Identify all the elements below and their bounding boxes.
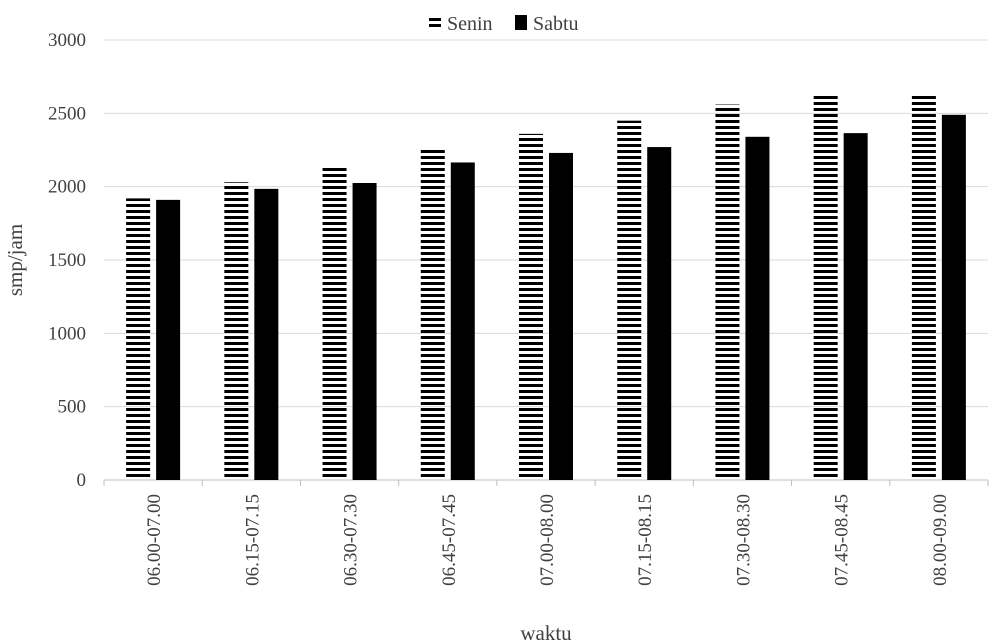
bar-senin xyxy=(322,166,347,480)
bar-sabtu xyxy=(352,183,377,480)
y-tick-label: 3000 xyxy=(48,30,86,51)
bar-sabtu xyxy=(745,136,770,481)
x-tick-label: 06.15-07.15 xyxy=(242,494,263,586)
legend-swatch-sabtu xyxy=(515,15,527,30)
bar-sabtu xyxy=(254,188,279,480)
bar-senin xyxy=(911,94,936,481)
bar-sabtu xyxy=(549,152,573,480)
bar-senin xyxy=(519,133,543,480)
bar-senin xyxy=(126,198,151,480)
bar-senin xyxy=(617,120,642,481)
x-tick-label: 07.00-08.00 xyxy=(537,494,558,586)
y-tick-label: 1000 xyxy=(48,323,86,344)
legend: Senin Sabtu xyxy=(429,13,579,35)
bar-sabtu xyxy=(843,133,868,480)
y-tick-label: 2000 xyxy=(48,177,86,198)
bar-senin xyxy=(224,182,249,480)
x-tick-label: 08.00-09.00 xyxy=(930,494,951,586)
y-tick-label: 1500 xyxy=(48,250,86,271)
legend-swatch-senin xyxy=(429,15,441,30)
x-tick-label: 06.00-07.00 xyxy=(144,494,165,586)
legend-label-sabtu: Sabtu xyxy=(533,13,579,35)
y-tick-label: 2500 xyxy=(48,103,86,124)
y-tick-label: 500 xyxy=(58,397,87,418)
x-axis-title: waktu xyxy=(520,621,572,644)
bar-senin xyxy=(420,150,445,480)
bars xyxy=(126,94,966,481)
y-axis-ticks: 0 500 1000 1500 2000 2500 3000 xyxy=(48,30,86,491)
x-tick-label: 07.15-08.15 xyxy=(635,494,656,586)
bar-senin xyxy=(715,104,740,481)
x-axis-ticks: 06.00-07.00 06.15-07.15 06.30-07.30 06.45-0… xyxy=(103,480,989,586)
x-tick-label: 07.45-08.45 xyxy=(832,494,853,586)
x-tick-label: 06.45-07.45 xyxy=(439,494,460,586)
bar-sabtu xyxy=(647,147,672,481)
x-tick-label: 06.30-07.30 xyxy=(341,494,362,586)
bar-senin xyxy=(813,95,838,480)
bar-sabtu xyxy=(450,162,475,480)
gridlines xyxy=(104,39,988,481)
legend-label-senin: Senin xyxy=(447,13,493,35)
x-tick-label: 07.30-08.30 xyxy=(733,494,754,586)
y-tick-label: 0 xyxy=(77,470,87,491)
bar-sabtu xyxy=(941,114,966,481)
bar-sabtu xyxy=(156,199,181,480)
y-axis-title: smp/jam xyxy=(3,224,27,296)
